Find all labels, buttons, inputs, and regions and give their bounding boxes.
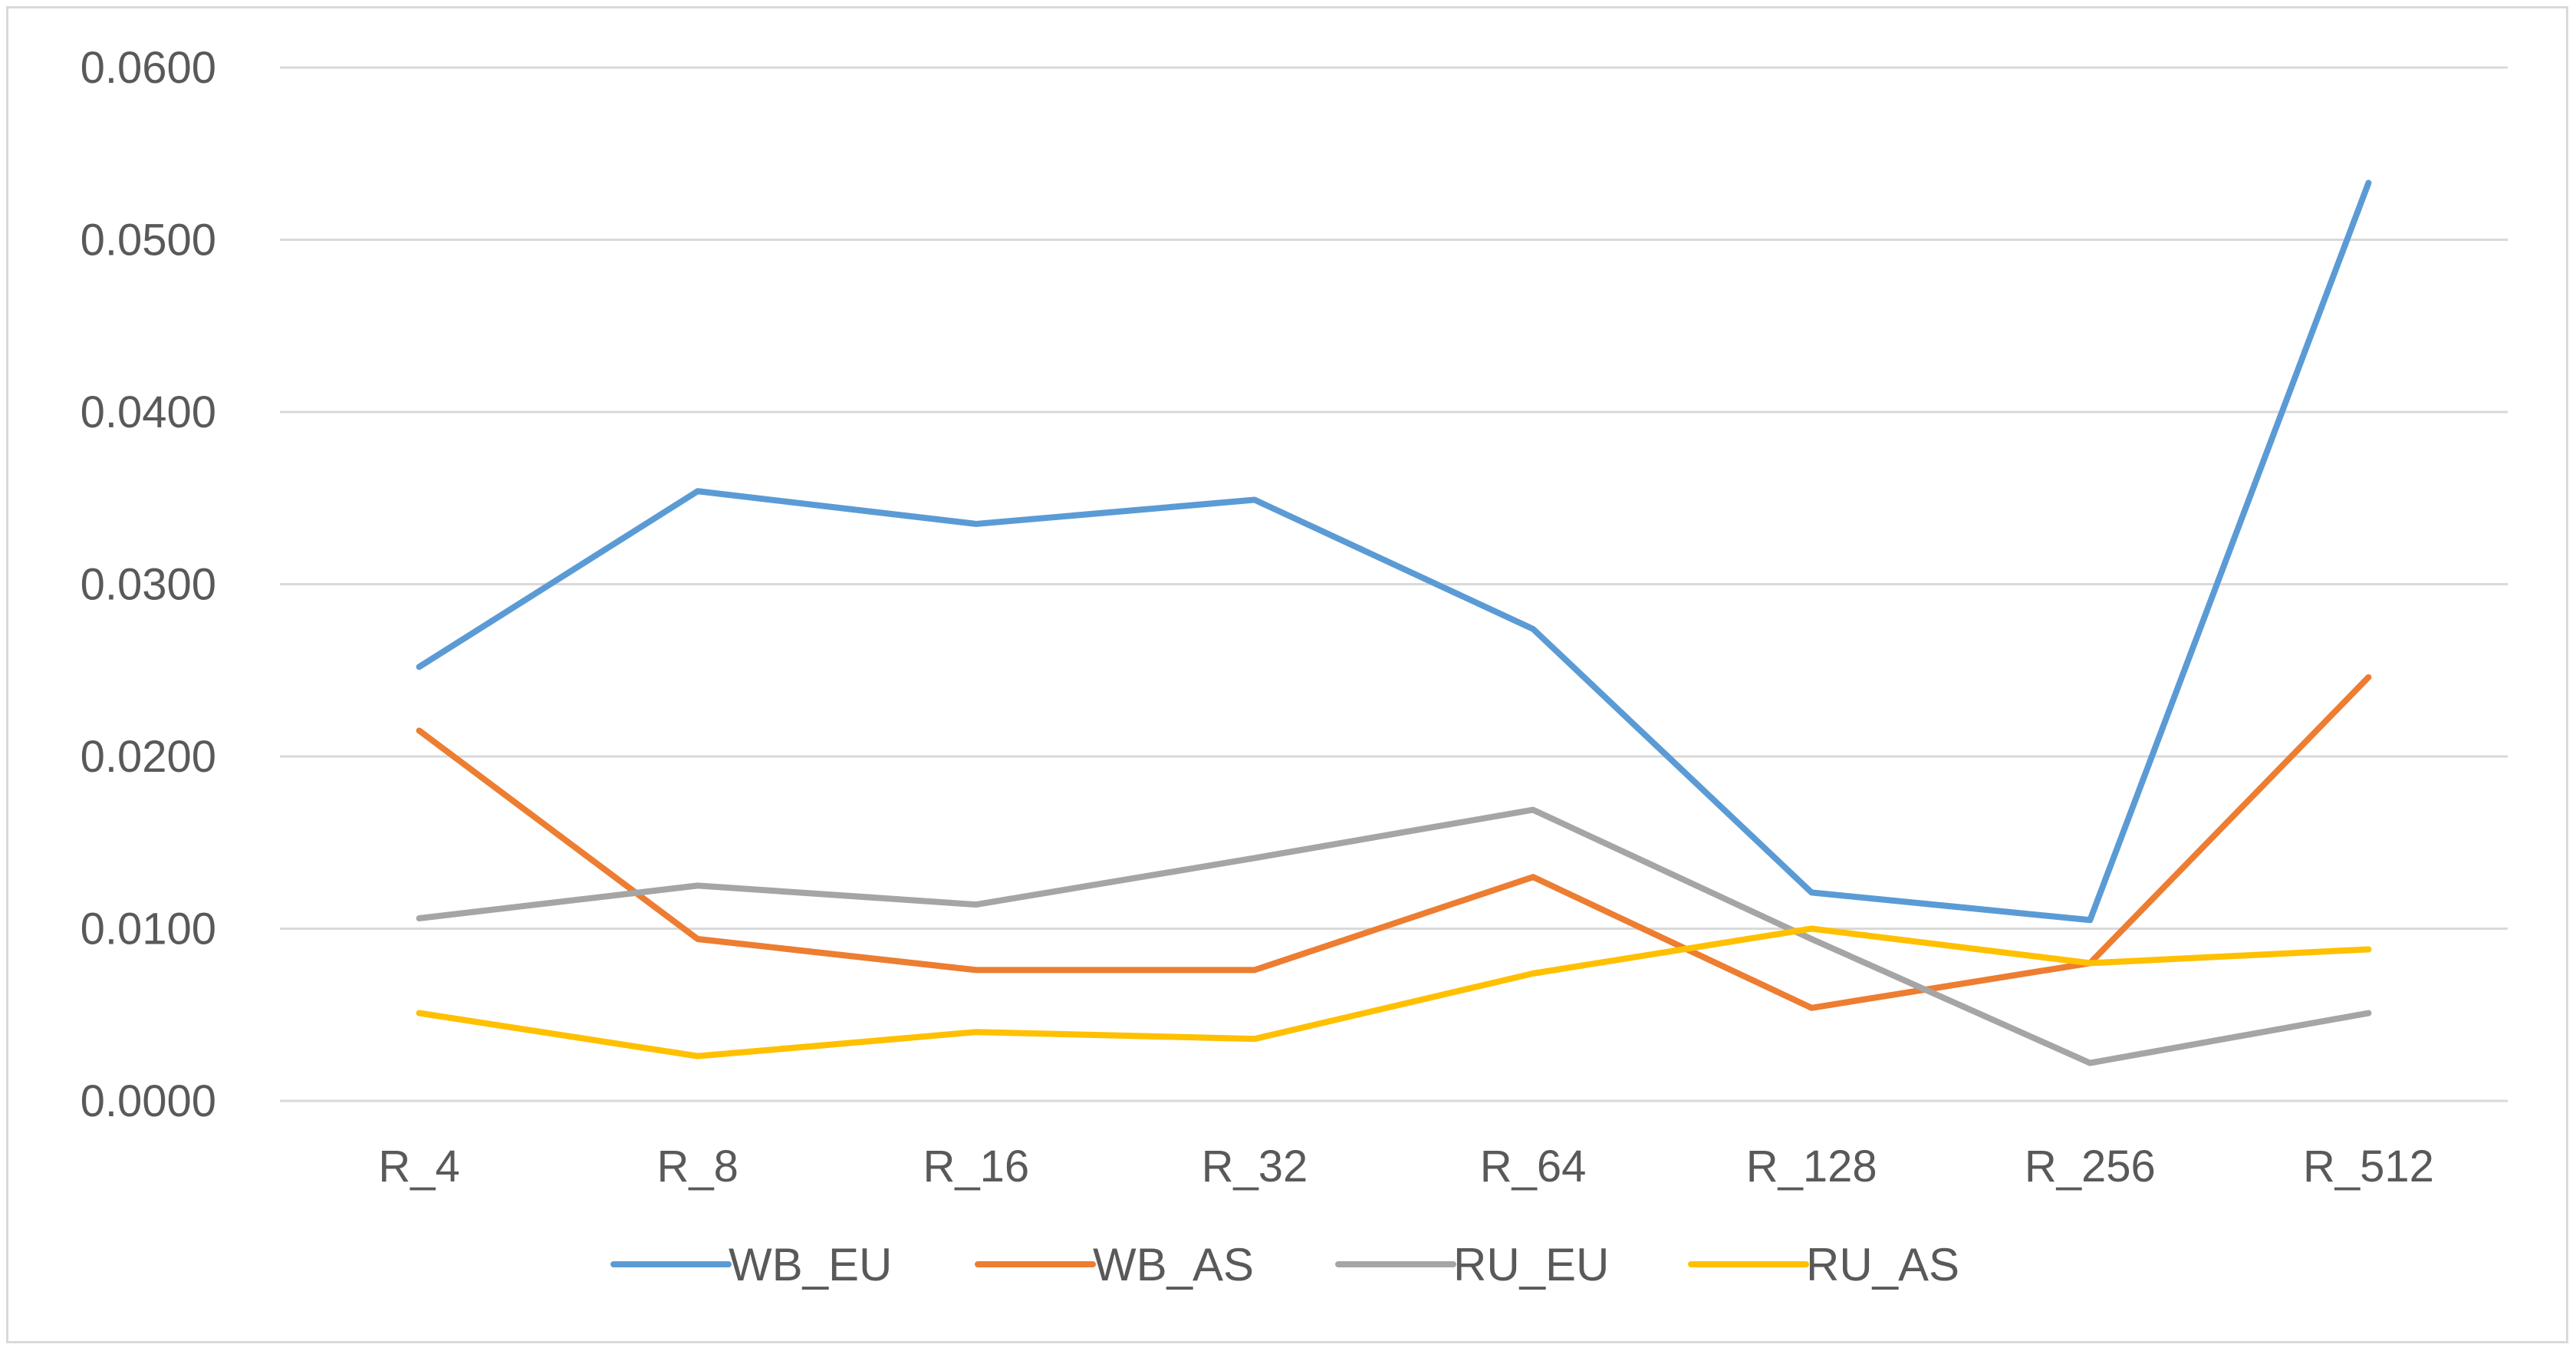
y-tick-label: 0.0500: [81, 216, 216, 265]
series-line-ru-eu: [416, 806, 2372, 1066]
x-tick-label: R_128: [1746, 1142, 1877, 1191]
x-tick-label: R_4: [378, 1142, 459, 1191]
series-lines: [416, 180, 2372, 1066]
y-tick-label: 0.0300: [81, 560, 216, 610]
gridlines: [280, 66, 2508, 1102]
y-tick-label: 0.0400: [81, 387, 216, 437]
x-tick-label: R_32: [1202, 1142, 1308, 1191]
x-tick-label: R_16: [923, 1142, 1029, 1191]
x-axis-ticks: R_4 R_8 R_16 R_32 R_64 R_128 R_256 R_512: [378, 1142, 2434, 1191]
y-tick-label: 0.0200: [81, 732, 216, 782]
legend-label: RU_EU: [1453, 1239, 1609, 1290]
series-line-wb-eu: [416, 180, 2372, 924]
x-tick-label: R_64: [1480, 1142, 1587, 1191]
series-line-ru-as: [416, 925, 2372, 1059]
legend: WB_EU WB_AS RU_EU RU_AS: [610, 1239, 1959, 1290]
y-axis-ticks: 0.0000 0.0100 0.0200 0.0300 0.0400 0.0500 0.06…: [81, 43, 216, 1126]
chart-area: [6, 6, 2568, 1343]
y-tick-label: 0.0600: [81, 43, 216, 93]
legend-label: WB_EU: [729, 1239, 892, 1290]
y-tick-label: 0.0000: [81, 1076, 216, 1126]
series-line-wb-as: [416, 674, 2372, 1011]
x-tick-label: R_256: [2025, 1142, 2156, 1191]
y-tick-label: 0.0100: [81, 905, 216, 954]
x-tick-label: R_8: [656, 1142, 738, 1191]
legend-label: RU_AS: [1806, 1239, 1959, 1290]
legend-label: WB_AS: [1093, 1239, 1254, 1290]
x-tick-label: R_512: [2303, 1142, 2434, 1191]
